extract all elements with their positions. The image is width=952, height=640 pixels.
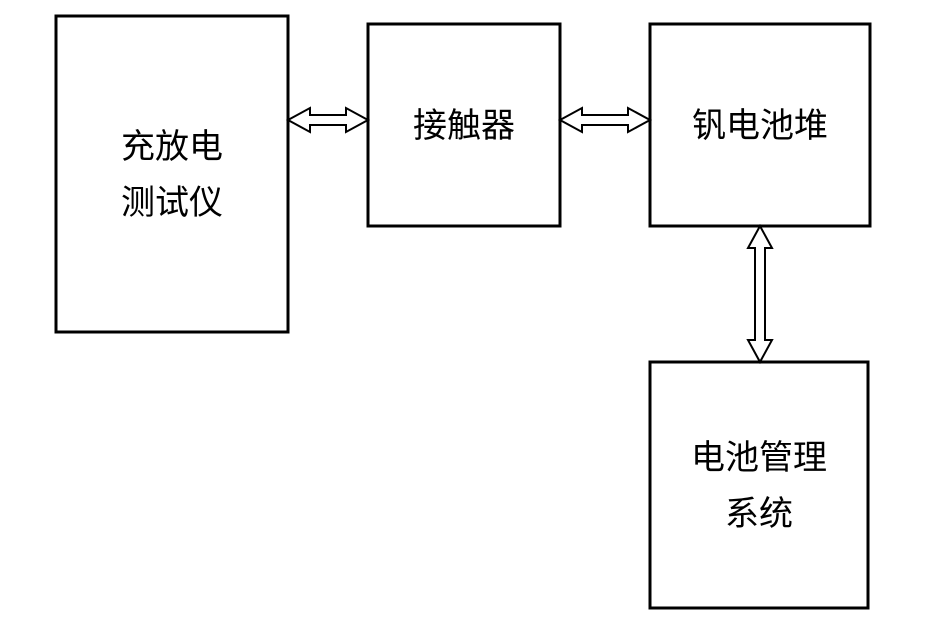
node-label: 接触器	[413, 107, 515, 145]
block-diagram: 充放电测试仪 接触器 钒电池堆电池管理系统	[0, 0, 952, 640]
node-label: 钒电池堆	[692, 107, 828, 145]
node-label: 系统	[725, 495, 793, 533]
node-label: 电池管理	[691, 439, 827, 477]
node-label: 充放电	[121, 128, 223, 166]
node-label: 测试仪	[121, 185, 223, 222]
